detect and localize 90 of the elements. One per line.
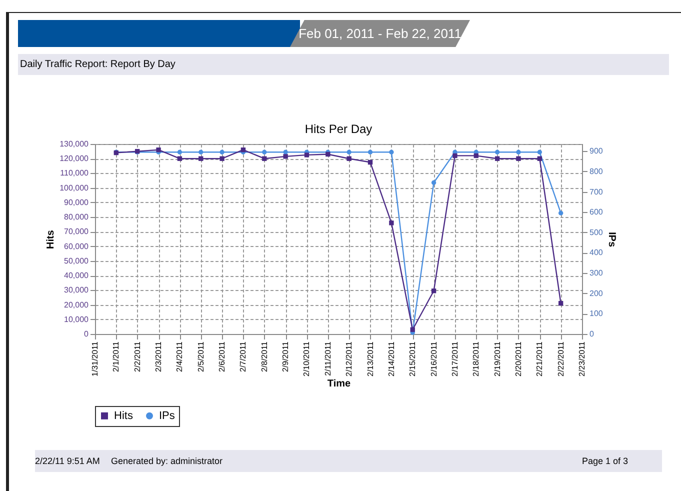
chart-subtitle: Feb 01, 2011 - Feb 22, 2011	[290, 20, 470, 47]
y-tick-label: 90,000	[64, 198, 90, 207]
point	[198, 150, 204, 154]
point	[516, 156, 521, 161]
x-tick-label: 2/2/2011	[132, 340, 142, 372]
y-tick-label: 120,000	[60, 154, 90, 164]
y-tick-label: 70,000	[64, 227, 90, 236]
point	[283, 150, 288, 154]
text: Generated by: administrator	[111, 455, 223, 468]
y-axis-title: Hits	[46, 230, 57, 249]
point	[283, 154, 288, 159]
point	[410, 327, 415, 332]
point	[262, 150, 267, 154]
x-tick-label: 2/6/2011	[218, 340, 227, 372]
point	[494, 150, 500, 154]
y-tick-label: 20,000	[64, 300, 90, 310]
y2-tick-label: 0	[590, 330, 594, 338]
x-tick-label: 2/9/2011	[281, 340, 290, 372]
x-tick-label: 2/1/2011	[112, 340, 121, 372]
point	[346, 156, 352, 161]
y-tick-label: 50,000	[64, 256, 90, 266]
x-tick-label: 2/18/2011	[472, 340, 481, 376]
y-tick-label: 110,000	[60, 168, 90, 178]
y-tick-label: 130,000	[60, 140, 90, 148]
y2-tick-label: 700	[590, 187, 604, 196]
x-axis-title: Time	[327, 378, 352, 390]
point	[220, 150, 224, 154]
chart-title: Hits Per Day	[304, 122, 372, 136]
x-tick-label: 2/13/2011	[366, 340, 375, 376]
point	[431, 288, 436, 294]
y-tick-label: 40,000	[64, 271, 90, 280]
x-tick-label: 2/11/2011	[323, 340, 332, 376]
x-tick-label: 2/17/2011	[450, 340, 460, 376]
point	[537, 150, 542, 154]
y2-tick-label: 900	[590, 146, 604, 156]
y-tick-label: 60,000	[64, 242, 90, 251]
point	[220, 156, 224, 161]
point	[198, 156, 204, 161]
text: Page 1 of 3	[582, 455, 628, 468]
point	[177, 150, 182, 154]
point	[558, 210, 564, 216]
x-tick-label: 2/7/2011	[238, 340, 248, 372]
x-tick-label: 2/15/2011	[408, 340, 418, 376]
point	[474, 153, 478, 158]
text: 2/22/11 9:51 AM	[35, 455, 100, 468]
point	[452, 153, 458, 158]
point	[368, 160, 373, 165]
y-tick-label: 10,000	[64, 314, 90, 324]
point	[346, 150, 352, 154]
x-tick-label: 2/5/2011	[196, 340, 206, 372]
point	[494, 156, 500, 161]
point	[368, 150, 373, 154]
x-tick-label: 2/21/2011	[535, 340, 544, 376]
x-tick-label: 2/19/2011	[492, 340, 502, 376]
y2-tick-label: 600	[590, 208, 604, 217]
x-tick-label: 2/14/2011	[386, 340, 396, 376]
point	[537, 156, 542, 161]
y2-tick-label: 100	[590, 309, 604, 318]
point	[304, 152, 310, 158]
point	[177, 156, 182, 161]
y-tick-label: 0	[84, 330, 90, 338]
point	[389, 150, 394, 154]
point	[431, 180, 436, 185]
point	[558, 300, 564, 306]
x-tick-label: 1/31/2011	[90, 340, 100, 376]
point	[516, 150, 521, 154]
x-tick-label: 2/12/2011	[344, 340, 354, 376]
y-tick-label: 30,000	[64, 286, 90, 295]
point	[262, 156, 267, 161]
legend-label: IPs	[159, 410, 176, 422]
y2-tick-label: 200	[590, 288, 604, 298]
y-tick-label: 100,000	[60, 183, 90, 192]
y2-tick-label: 800	[590, 166, 604, 176]
x-tick-label: 2/3/2011	[154, 340, 164, 372]
x-tick-label: 2/23/2011	[578, 340, 586, 376]
text: Daily Traffic Report: Report By Day	[18, 54, 669, 75]
x-tick-label: 2/8/2011	[260, 340, 269, 372]
y2-tick-label: 400	[590, 248, 604, 258]
y-tick-label: 80,000	[64, 212, 90, 222]
y2-tick-label: 500	[590, 228, 604, 237]
y2-tick-label: 300	[590, 268, 604, 278]
x-tick-label: 2/4/2011	[175, 340, 184, 372]
point	[389, 220, 394, 226]
legend-label: Hits	[114, 410, 134, 422]
x-tick-label: 2/16/2011	[429, 340, 438, 376]
x-tick-label: 2/10/2011	[302, 340, 312, 376]
point	[326, 152, 330, 157]
x-tick-label: 2/20/2011	[514, 340, 523, 376]
y2-axis-title: IPs	[606, 232, 617, 248]
x-tick-label: 2/22/2011	[556, 340, 566, 376]
